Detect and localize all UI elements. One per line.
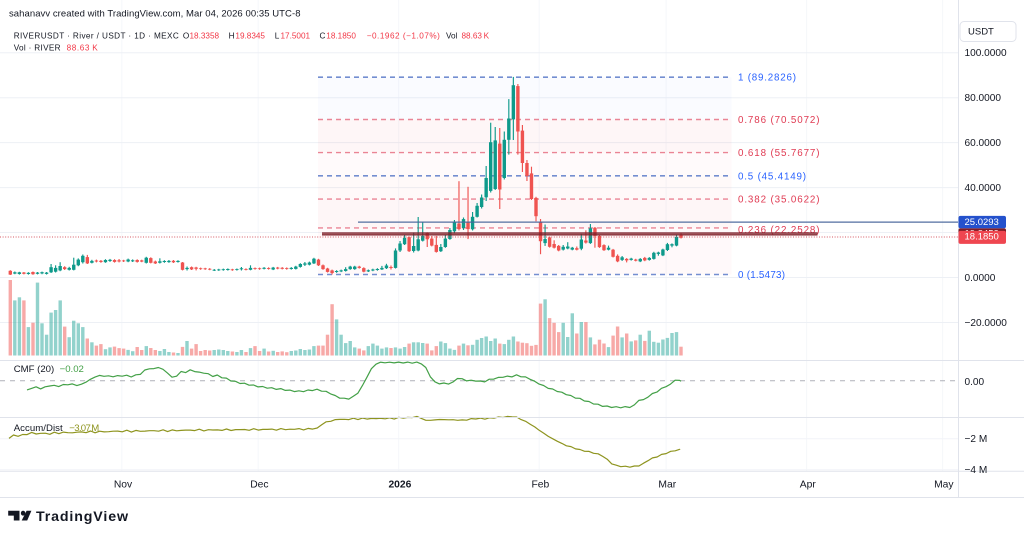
svg-text:25.0293: 25.0293: [965, 217, 999, 228]
svg-text:−20.0000: −20.0000: [965, 318, 1008, 329]
svg-text:−4 M: −4 M: [965, 465, 988, 476]
svg-text:Dec: Dec: [250, 480, 268, 491]
svg-text:RIVERUSDT · River / USDT · 1D: RIVERUSDT · River / USDT · 1D · MEXC: [14, 31, 179, 40]
svg-text:Feb: Feb: [532, 480, 550, 491]
svg-text:−0.1962 (−1.07%): −0.1962 (−1.07%): [367, 31, 440, 40]
svg-text:0.236 (22.2528): 0.236 (22.2528): [738, 225, 820, 236]
svg-text:100.0000: 100.0000: [965, 48, 1007, 59]
svg-text:−2 M: −2 M: [965, 434, 988, 445]
svg-text:19.8345: 19.8345: [235, 31, 265, 40]
svg-text:0 (1.5473): 0 (1.5473): [738, 270, 785, 281]
svg-text:18.3358: 18.3358: [190, 31, 220, 40]
svg-text:L: L: [275, 31, 280, 40]
svg-text:sahanavv created with TradingV: sahanavv created with TradingView.com, M…: [9, 9, 301, 20]
svg-text:0.0000: 0.0000: [965, 273, 996, 284]
svg-text:0.5 (45.4149): 0.5 (45.4149): [738, 171, 806, 182]
svg-text:88.63 K: 88.63 K: [67, 43, 99, 52]
svg-text:Nov: Nov: [114, 480, 133, 491]
svg-text:0.382 (35.0622): 0.382 (35.0622): [738, 195, 820, 206]
svg-text:H: H: [229, 31, 235, 40]
svg-text:TradingView: TradingView: [36, 509, 129, 525]
svg-text:60.0000: 60.0000: [965, 138, 1002, 149]
svg-text:Accum/Dist: Accum/Dist: [14, 423, 63, 434]
svg-text:−3.07 M: −3.07 M: [69, 423, 99, 434]
svg-text:USDT: USDT: [968, 27, 994, 38]
svg-text:O: O: [183, 31, 189, 40]
svg-text:0.00: 0.00: [965, 377, 985, 388]
svg-text:1 (89.2826): 1 (89.2826): [738, 73, 796, 84]
svg-text:80.0000: 80.0000: [965, 93, 1002, 104]
svg-text:18.1850: 18.1850: [965, 232, 999, 243]
svg-text:18.1850: 18.1850: [326, 31, 356, 40]
svg-text:−0.02: −0.02: [60, 364, 84, 375]
svg-text:May: May: [934, 480, 954, 491]
svg-text:CMF (20): CMF (20): [14, 364, 55, 375]
svg-text:Mar: Mar: [658, 480, 676, 491]
svg-text:88.63 K: 88.63 K: [462, 31, 490, 40]
svg-text:C: C: [320, 31, 326, 40]
svg-text:0.618 (55.7677): 0.618 (55.7677): [738, 148, 820, 159]
svg-text:2026: 2026: [388, 480, 411, 491]
svg-text:0.786 (70.5072): 0.786 (70.5072): [738, 115, 820, 126]
svg-text:Vol · RIVER: Vol · RIVER: [14, 43, 61, 52]
svg-text:40.0000: 40.0000: [965, 183, 1002, 194]
svg-text:17.5001: 17.5001: [281, 31, 311, 40]
svg-text:Apr: Apr: [800, 480, 817, 491]
svg-text:Vol: Vol: [446, 31, 458, 40]
